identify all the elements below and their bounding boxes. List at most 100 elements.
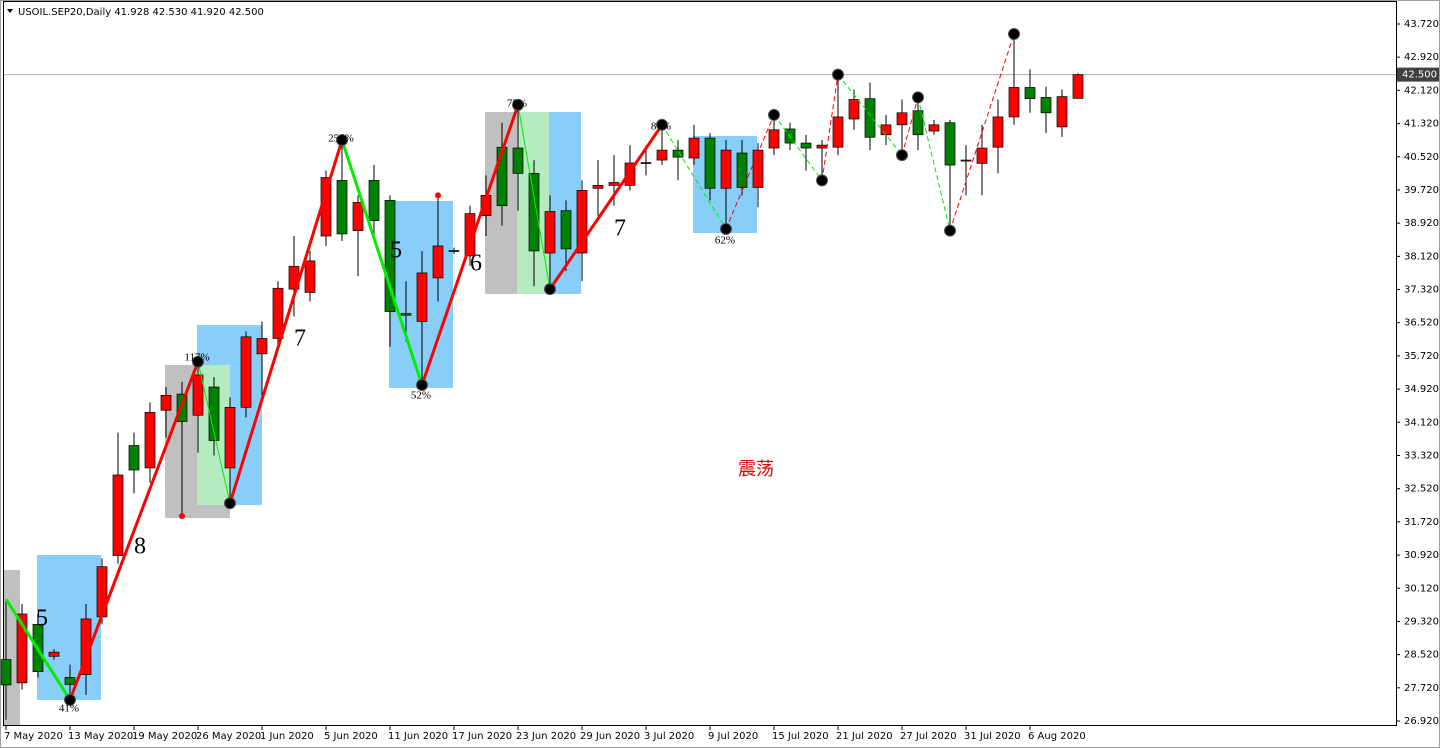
candle-body (608, 182, 620, 186)
y-tick-label: 29.320 (1404, 616, 1439, 627)
candle-body (688, 137, 700, 159)
candle-body (864, 98, 876, 138)
pivot-dot (224, 497, 236, 510)
candle-body (432, 245, 444, 279)
y-tick-label: 26.920 (1404, 716, 1439, 727)
y-tick-label: 39.720 (1404, 185, 1439, 196)
x-tick-label: 13 May 2020 (68, 731, 133, 742)
x-tick-label: 6 Aug 2020 (1028, 731, 1086, 742)
candle-body (640, 162, 652, 164)
chart-title: USOIL.SEP20,Daily 41.928 42.530 41.920 4… (18, 7, 264, 18)
x-tick-label: 29 Jun 2020 (580, 731, 640, 742)
zone-box (549, 112, 581, 294)
zigzag-segment (340, 139, 424, 386)
zigzag-segment (773, 114, 823, 181)
pivot-dot (720, 222, 732, 235)
annotation: 117% (184, 352, 209, 364)
pivot-dot (336, 134, 348, 147)
candle-body (112, 474, 124, 556)
y-tick-label: 35.720 (1404, 351, 1439, 362)
candle-body (592, 185, 604, 189)
x-tick-label: 21 Jul 2020 (836, 731, 893, 742)
plot-frame (3, 1, 1397, 726)
candle-body (400, 313, 412, 316)
candle-body (576, 190, 588, 254)
pivot-dot (832, 68, 844, 81)
candle-body (256, 338, 268, 355)
x-tick-label: 3 Jul 2020 (644, 731, 694, 742)
x-tick-label: 5 Jun 2020 (324, 731, 378, 742)
zigzag-segment (228, 139, 344, 504)
candle-body (224, 407, 236, 469)
candle-body (160, 394, 172, 411)
y-tick-label: 33.320 (1404, 450, 1439, 461)
candle-body (560, 210, 572, 250)
zigzag-segment (917, 97, 951, 231)
candle-body (528, 173, 540, 252)
zigzag-segment (548, 123, 664, 290)
signal-dot (179, 513, 185, 520)
candle-body (736, 152, 748, 188)
candle-body (816, 144, 828, 149)
y-tick-label: 41.320 (1404, 119, 1439, 130)
zigzag-segment (949, 33, 1015, 231)
candle-body (240, 336, 252, 408)
annotation: 7 (614, 216, 626, 242)
candle-body (800, 142, 812, 149)
candle-body (448, 250, 460, 252)
candle-body (416, 272, 428, 322)
pivot-dot (944, 224, 956, 237)
candle-body (384, 199, 396, 312)
zone-box (4, 570, 20, 725)
candle-body (512, 147, 524, 174)
candle-body (672, 149, 684, 158)
candle-body (1024, 87, 1036, 100)
candle-body (704, 137, 716, 189)
pivot-dot (512, 98, 524, 111)
y-tick-label: 38.120 (1404, 251, 1439, 262)
y-tick-label: 42.920 (1404, 52, 1439, 63)
y-tick-label: 27.720 (1404, 683, 1439, 694)
pivot-dot (816, 174, 828, 187)
last-price-tag (1397, 67, 1439, 82)
pivot-dot (544, 283, 556, 296)
pivot-dot (896, 149, 908, 162)
candle-body (960, 159, 972, 162)
signal-dot (435, 192, 441, 199)
candle-body (368, 180, 380, 222)
zigzag-segment (4, 598, 72, 701)
candle-body (352, 202, 364, 231)
x-tick-label: 27 Jul 2020 (900, 731, 957, 742)
x-tick-label: 11 Jun 2020 (388, 731, 448, 742)
candle-body (48, 651, 60, 657)
x-tick-label: 1 Jun 2020 (260, 731, 314, 742)
y-tick-label: 34.120 (1404, 417, 1439, 428)
annotation: 62% (715, 235, 735, 247)
pivot-dot (768, 108, 780, 121)
y-tick-label: 43.720 (1404, 19, 1439, 30)
y-tick-label: 40.520 (1404, 152, 1439, 163)
pivot-dot (64, 693, 76, 706)
x-tick-label: 15 Jul 2020 (772, 731, 829, 742)
candle-body (1056, 96, 1068, 128)
last-price-label: 42.500 (1402, 70, 1437, 81)
candle-body (768, 129, 780, 149)
zigzag-segment (837, 74, 903, 156)
x-tick-label: 7 May 2020 (4, 731, 63, 742)
y-tick-label: 30.920 (1404, 550, 1439, 561)
y-tick-label: 37.320 (1404, 285, 1439, 296)
annotation: 震荡 (738, 459, 774, 480)
zigzag-segment (420, 104, 520, 386)
candle-body (544, 211, 556, 254)
candle-body (848, 99, 860, 120)
menu-arrow[interactable] (7, 9, 13, 13)
candle-body (128, 445, 140, 471)
candle-body (832, 116, 844, 148)
candle-body (192, 374, 204, 416)
y-tick-label: 42.120 (1404, 85, 1439, 96)
candle-body (896, 112, 908, 126)
candle-body (64, 677, 76, 685)
candle-body (912, 110, 924, 136)
annotation: 5 (390, 238, 402, 264)
